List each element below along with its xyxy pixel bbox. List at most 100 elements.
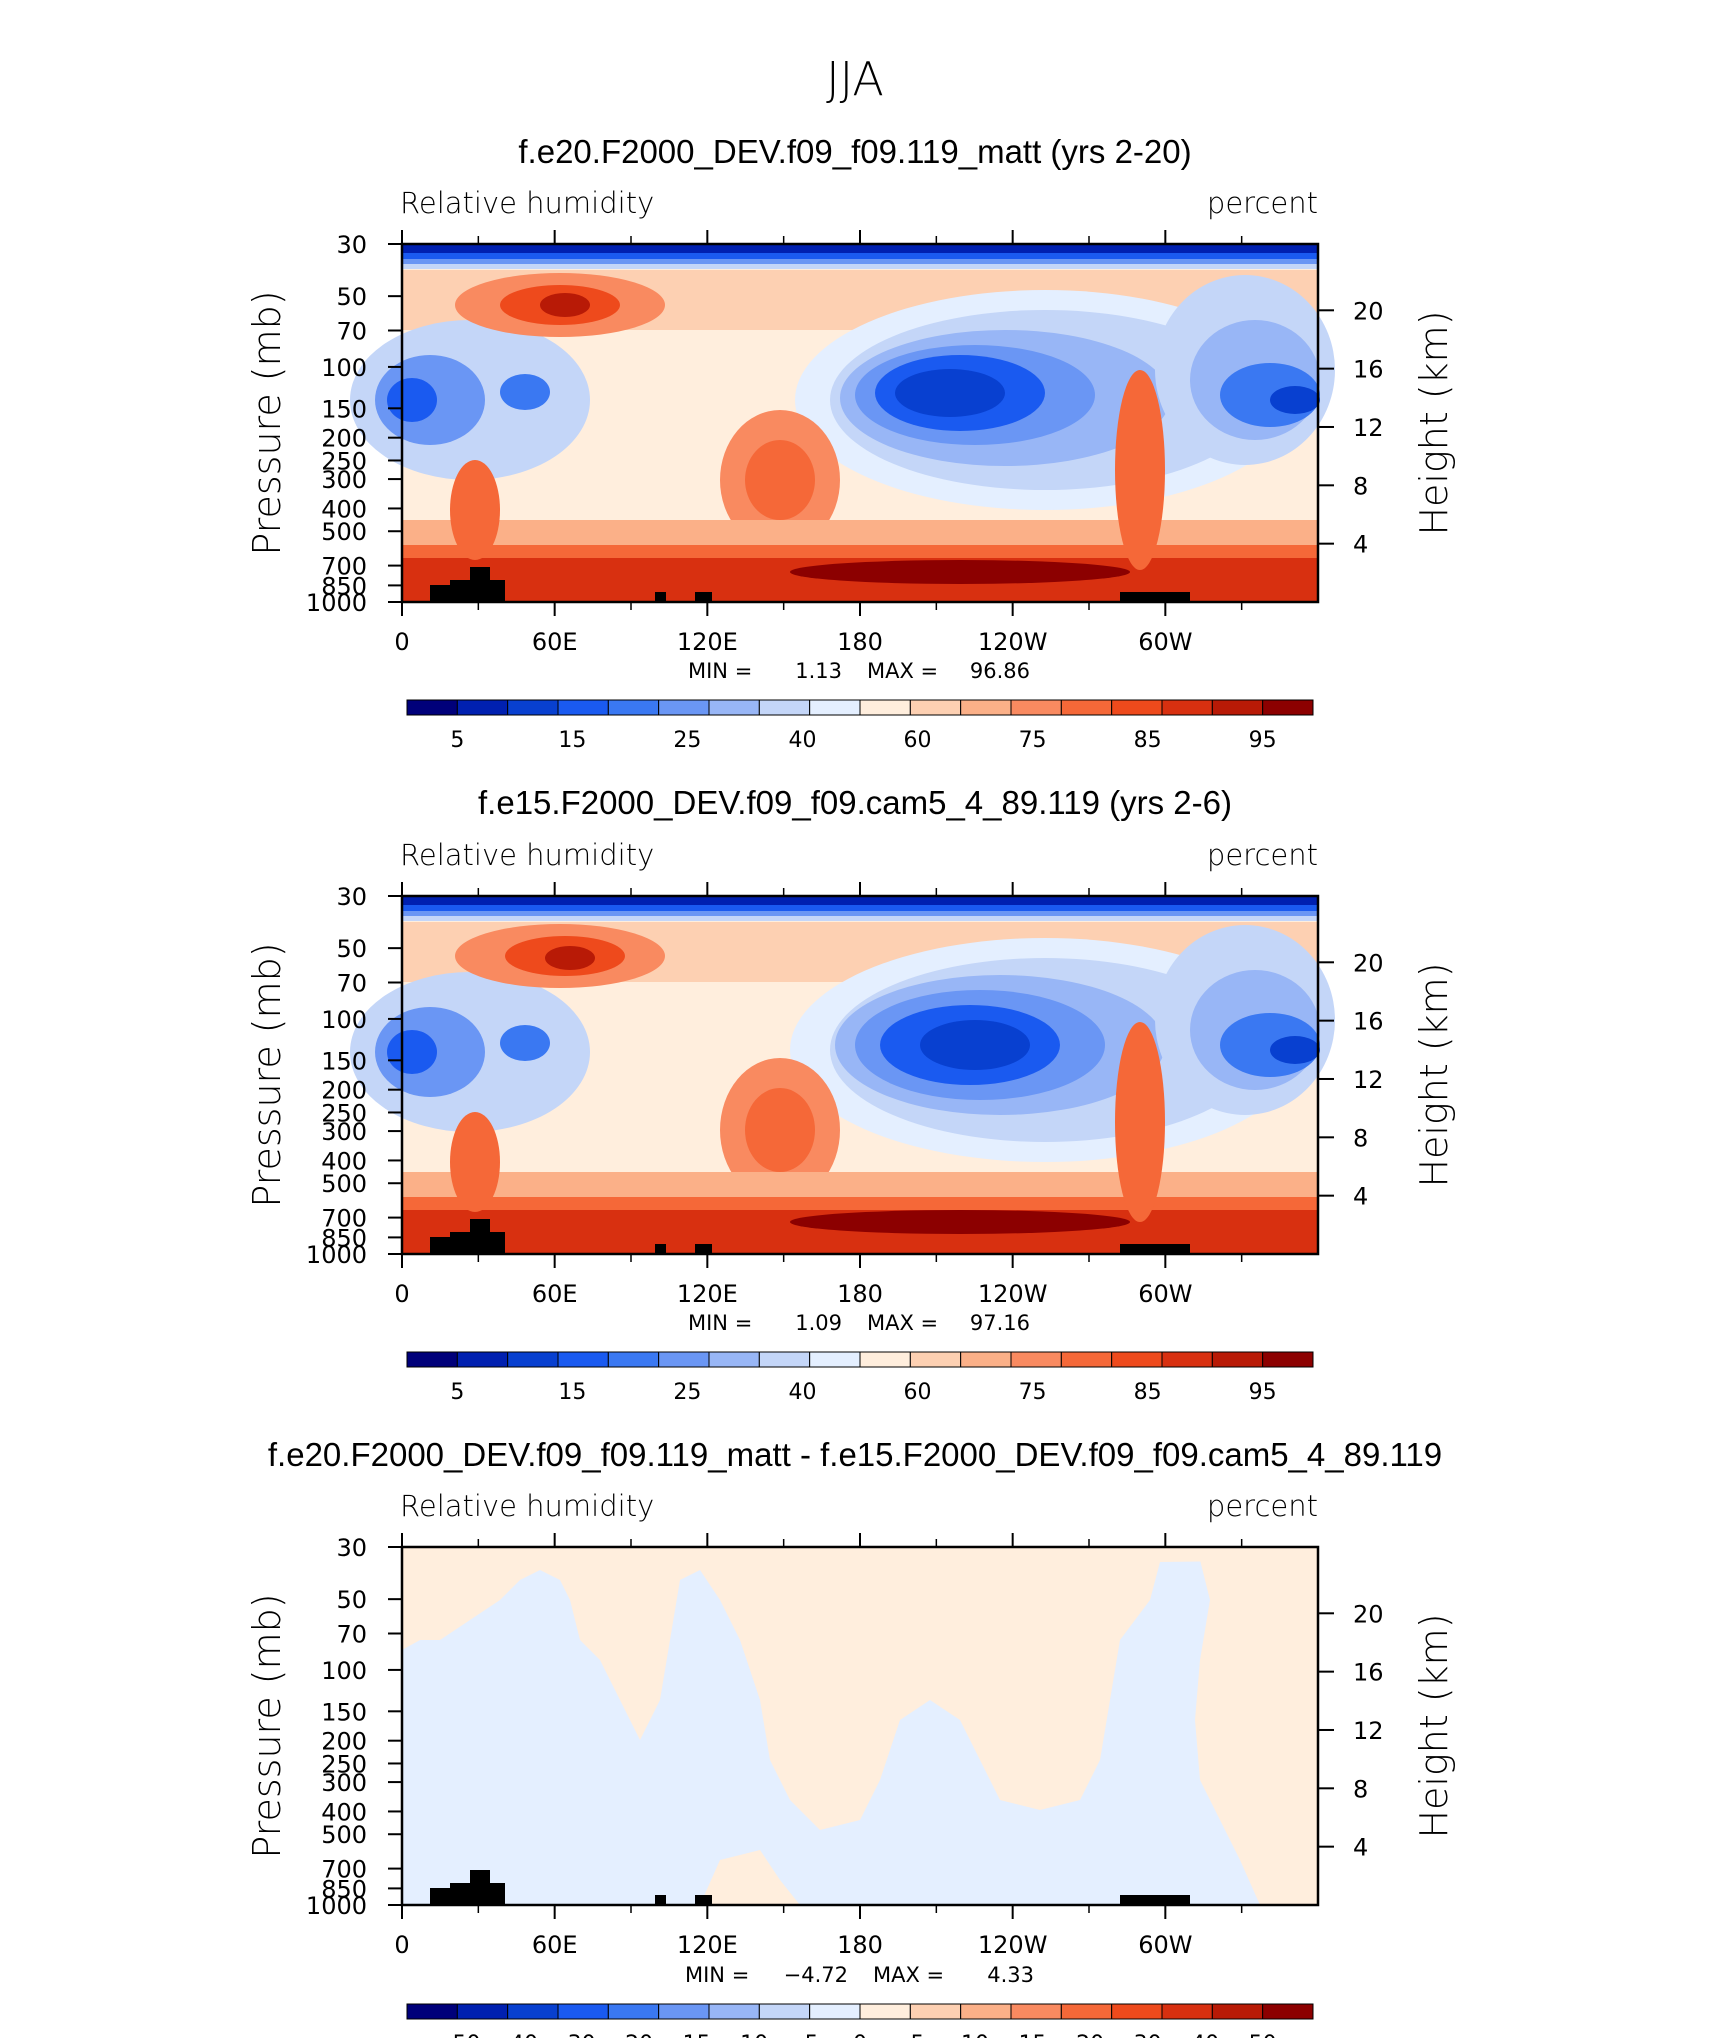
colorbar-swatch xyxy=(456,1351,509,1368)
colorbar-swatch xyxy=(909,1351,962,1368)
y-tick-label: 200 xyxy=(321,1728,367,1756)
panel-3-title: f.e20.F2000_DEV.f09_f09.119_matt - f.e15… xyxy=(268,1436,1442,1473)
panel-2-strat-c3 xyxy=(402,911,1318,916)
x-tick-label: 180 xyxy=(837,1280,883,1308)
y-tick-label: 100 xyxy=(321,354,367,382)
y2-tick-label: 4 xyxy=(1353,1183,1368,1211)
colorbar-label: 40 xyxy=(788,1380,816,1405)
panel-1-dry-east-c4 xyxy=(1270,386,1320,414)
y2-tick-label: 20 xyxy=(1353,297,1384,325)
x-tick-label: 120E xyxy=(677,1280,738,1308)
panel-1: f.e20.F2000_DEV.f09_f09.119_matt (yrs 2-… xyxy=(245,133,1456,753)
colorbar-swatch xyxy=(708,2003,760,2020)
y-tick-label: 500 xyxy=(321,1170,367,1198)
colorbar-swatch xyxy=(1010,699,1062,716)
panel-1-dry-c6 xyxy=(895,369,1005,417)
colorbar-swatch xyxy=(658,2003,710,2020)
y-tick-label: 250 xyxy=(321,1750,367,1778)
y-tick-label: 150 xyxy=(321,1698,367,1726)
colorbar-swatch xyxy=(809,1351,861,1368)
x-tick-label: 60W xyxy=(1138,1280,1192,1308)
panel-2-units-label: percent xyxy=(1207,838,1318,872)
panel-3-variable-label: Relative humidity xyxy=(400,1489,654,1523)
colorbar-swatch xyxy=(1262,699,1314,716)
x-tick-label: 0 xyxy=(394,1280,409,1308)
panel-2-boundary-layer-max xyxy=(790,1210,1130,1234)
panel-3: f.e20.F2000_DEV.f09_f09.119_matt - f.e15… xyxy=(245,1436,1456,2038)
colorbar-swatch xyxy=(456,2003,509,2020)
panel-1-max-label: MAX = xyxy=(867,659,938,683)
panel-2-colorbar: 5 15 25 40 60 75 85 95 xyxy=(406,1351,1314,1405)
y-tick-label: 70 xyxy=(336,1621,367,1649)
panel-2-y2label: Height (km) xyxy=(1412,962,1456,1187)
panel-3-colorbar: −50−40−30−20−15−10−505101520304050 xyxy=(406,2003,1314,2038)
figure-title: JJA xyxy=(826,52,884,106)
x-tick-label: 120E xyxy=(677,628,738,656)
colorbar-swatch xyxy=(909,2003,962,2020)
y-tick-label: 850 xyxy=(321,1875,367,1903)
colorbar-label: 10 xyxy=(961,2032,989,2038)
colorbar-label: −10 xyxy=(722,2032,768,2038)
colorbar-label: −40 xyxy=(492,2032,538,2038)
panel-3-positive-region xyxy=(402,1548,1318,1830)
panel-2: f.e15.F2000_DEV.f09_f09.cam5_4_89.119 (y… xyxy=(245,784,1456,1405)
y-tick-label: 30 xyxy=(336,231,367,259)
x-tick-label: 60W xyxy=(1138,1931,1192,1959)
colorbar-label: 15 xyxy=(558,1380,586,1405)
panel-3-max-value: 4.33 xyxy=(987,1963,1034,1987)
colorbar-swatch xyxy=(507,1351,559,1368)
y-tick-label: 70 xyxy=(336,318,367,346)
panel-1-moist-upper-c3 xyxy=(540,293,590,317)
y-tick-label: 1000 xyxy=(306,1892,367,1920)
x-tick-label: 180 xyxy=(837,628,883,656)
y-tick-label: 500 xyxy=(321,1821,367,1849)
colorbar-swatch xyxy=(658,1351,710,1368)
colorbar-label: 15 xyxy=(1019,2032,1047,2038)
colorbar-label: 40 xyxy=(788,728,816,753)
colorbar-swatch xyxy=(960,1351,1012,1368)
panel-1-variable-label: Relative humidity xyxy=(400,186,654,220)
colorbar-swatch xyxy=(557,699,609,716)
panel-3-positive-region-east xyxy=(1195,1560,1318,1905)
colorbar-label: 25 xyxy=(673,728,701,753)
colorbar-label: −20 xyxy=(607,2032,653,2038)
colorbar-swatch xyxy=(758,699,811,716)
colorbar-label: 5 xyxy=(450,728,464,753)
panel-2-moist-upper-c3 xyxy=(545,946,595,970)
colorbar-swatch xyxy=(758,1351,811,1368)
colorbar-swatch xyxy=(859,1351,911,1368)
colorbar-swatch xyxy=(809,2003,861,2020)
colorbar-swatch xyxy=(708,1351,760,1368)
panel-2-strat-c4 xyxy=(402,916,1318,921)
y2-tick-label: 8 xyxy=(1353,1124,1368,1152)
panel-2-dry-west-c4 xyxy=(500,1025,550,1061)
colorbar-swatch xyxy=(607,699,660,716)
panel-1-ylabel: Pressure (mb) xyxy=(245,290,289,555)
panel-3-units-label: percent xyxy=(1207,1489,1318,1523)
panel-1-max-value: 96.86 xyxy=(970,659,1030,683)
y2-tick-label: 8 xyxy=(1353,472,1368,500)
panel-2-dry-west-c3 xyxy=(387,1030,437,1074)
colorbar-swatch xyxy=(658,699,710,716)
colorbar-label: 95 xyxy=(1249,728,1277,753)
colorbar-swatch xyxy=(708,699,760,716)
colorbar-swatch xyxy=(1111,1351,1163,1368)
y-tick-label: 300 xyxy=(321,1118,367,1146)
panel-1-title: f.e20.F2000_DEV.f09_f09.119_matt (yrs 2-… xyxy=(518,133,1191,170)
panel-3-plot-area xyxy=(400,1545,1320,1907)
panel-2-max-label: MAX = xyxy=(867,1311,938,1335)
panel-1-dry-west-c4 xyxy=(500,374,550,410)
x-tick-label: 60E xyxy=(532,628,578,656)
panel-1-min-label: MIN = xyxy=(688,659,752,683)
colorbar-swatch xyxy=(809,699,861,716)
panel-3-max-label: MAX = xyxy=(873,1963,944,1987)
colorbar-swatch xyxy=(1161,1351,1213,1368)
panel-2-max-value: 97.16 xyxy=(970,1311,1030,1335)
colorbar-swatch xyxy=(1211,1351,1264,1368)
colorbar-label: −30 xyxy=(549,2032,595,2038)
panel-1-moist-plume xyxy=(450,460,500,560)
colorbar-label: 75 xyxy=(1019,728,1047,753)
panel-1-plot-area xyxy=(350,242,1335,604)
y2-tick-label: 12 xyxy=(1353,1717,1384,1745)
